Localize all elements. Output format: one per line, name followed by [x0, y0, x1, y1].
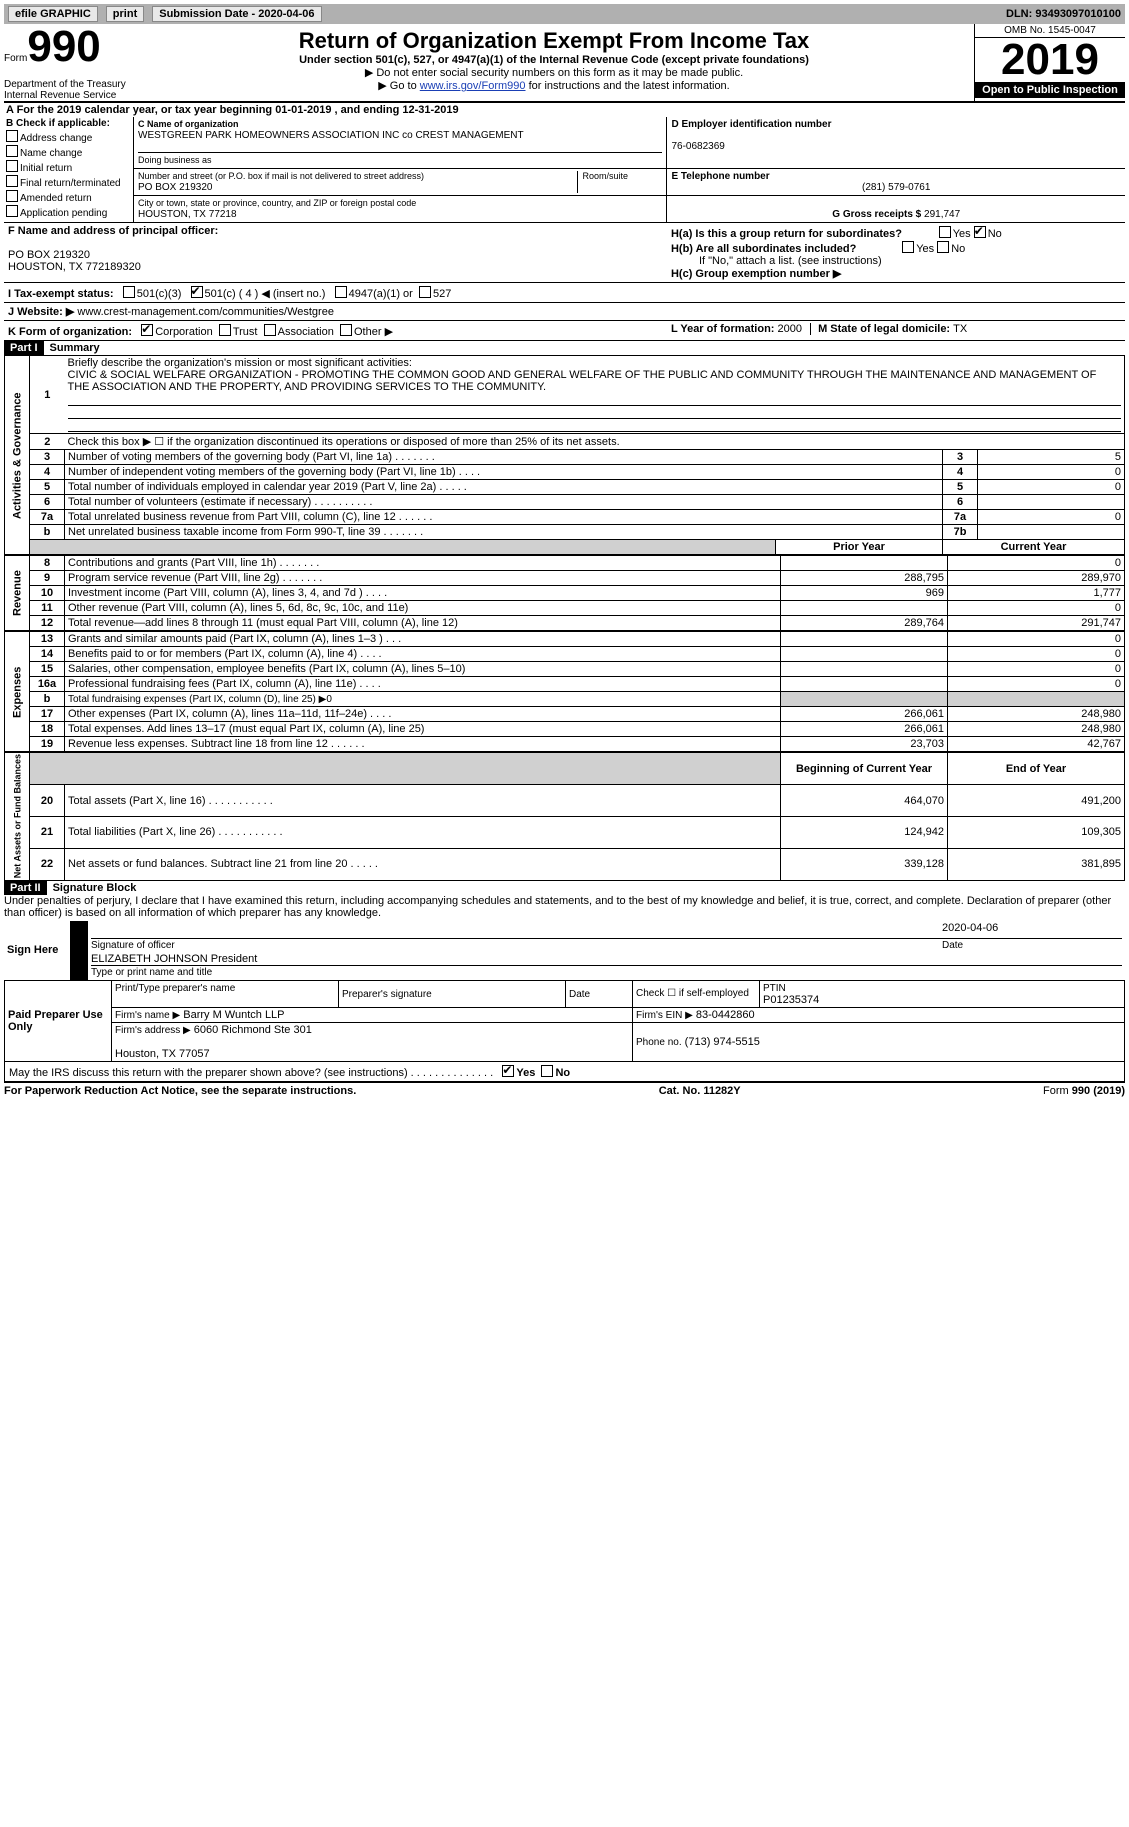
form-title: Return of Organization Exempt From Incom… — [140, 28, 968, 54]
dept: Department of the Treasury Internal Reve… — [4, 79, 134, 101]
topbar: efile GRAPHIC print Submission Date - 20… — [4, 4, 1125, 24]
section-c-city: City or town, state or province, country… — [134, 196, 667, 223]
gov-row: bNet unrelated business taxable income f… — [5, 525, 1125, 540]
gov-row: 6Total number of volunteers (estimate if… — [5, 495, 1125, 510]
section-e: E Telephone number (281) 579-0761 — [667, 169, 1125, 196]
section-c-street: Number and street (or P.O. box if mail i… — [134, 169, 667, 196]
section-f: F Name and address of principal officer:… — [4, 223, 667, 283]
open-public: Open to Public Inspection — [975, 82, 1125, 98]
footer: For Paperwork Reduction Act Notice, see … — [4, 1082, 1125, 1097]
tax-year: 2019 — [975, 38, 1125, 82]
gov-row: 7aTotal unrelated business revenue from … — [5, 510, 1125, 525]
section-c-name: C Name of organization WESTGREEN PARK HO… — [134, 117, 667, 169]
sign-here-table: Sign Here Signature of officer 2020-04-0… — [4, 921, 1125, 980]
section-b: B Check if applicable: Address change Na… — [4, 117, 134, 223]
form-header: Form990 Department of the Treasury Inter… — [4, 24, 1125, 102]
efile-btn[interactable]: efile GRAPHIC — [8, 6, 98, 22]
part1-header: Part ISummary — [4, 341, 1125, 355]
form-subtitle: Under section 501(c), 527, or 4947(a)(1)… — [140, 54, 968, 66]
gov-row: 5Total number of individuals employed in… — [5, 480, 1125, 495]
netassets-table: Net Assets or Fund Balances Beginning of… — [4, 752, 1125, 880]
section-lm: L Year of formation: 2000 M State of leg… — [667, 321, 1125, 341]
dln: DLN: 93493097010100 — [1006, 8, 1121, 20]
note-goto: ▶ Go to www.irs.gov/Form990 for instruct… — [140, 79, 968, 92]
section-g: G Gross receipts $ 291,747 — [667, 196, 1125, 223]
section-j: J Website: ▶ www.crest-management.com/co… — [4, 303, 1125, 321]
part2-header: Part IISignature Block — [4, 881, 1125, 895]
form-number: 990 — [27, 22, 100, 71]
note-ssn: ▶ Do not enter social security numbers o… — [140, 66, 968, 79]
print-btn[interactable]: print — [106, 6, 144, 22]
row-a: A For the 2019 calendar year, or tax yea… — [4, 102, 1125, 117]
section-h: H(a) Is this a group return for subordin… — [667, 223, 1125, 283]
gov-row: 4Number of independent voting members of… — [5, 465, 1125, 480]
section-k: K Form of organization: Corporation Trus… — [4, 321, 667, 341]
paid-preparer-table: Paid Preparer Use Only Print/Type prepar… — [4, 980, 1125, 1062]
perjury: Under penalties of perjury, I declare th… — [4, 895, 1125, 919]
submission-date: Submission Date - 2020-04-06 — [152, 6, 321, 22]
section-i: I Tax-exempt status: 501(c)(3) 501(c) ( … — [4, 283, 667, 303]
gov-row: 3Number of voting members of the governi… — [5, 450, 1125, 465]
expenses-table: Expenses 13Grants and similar amounts pa… — [4, 631, 1125, 752]
side-governance: Activities & Governance — [5, 356, 30, 555]
form-label: Form — [4, 53, 27, 64]
section-d: D Employer identification number 76-0682… — [667, 117, 1125, 169]
discuss-row: May the IRS discuss this return with the… — [4, 1062, 1125, 1082]
revenue-table: Revenue 8Contributions and grants (Part … — [4, 555, 1125, 631]
irs-link[interactable]: www.irs.gov/Form990 — [420, 80, 526, 92]
part1-table: Activities & Governance 1 Briefly descri… — [4, 355, 1125, 555]
